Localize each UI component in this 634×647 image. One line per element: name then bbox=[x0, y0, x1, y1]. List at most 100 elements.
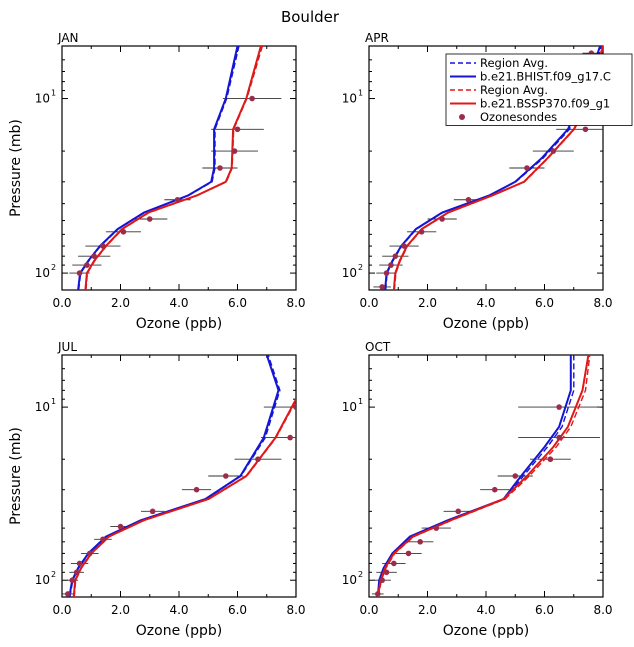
plot-area bbox=[69, 46, 282, 290]
panel-label: APR bbox=[365, 31, 389, 45]
series-line-region-avg bbox=[73, 400, 296, 597]
legend-item: Region Avg. bbox=[450, 83, 548, 97]
series-line-region-avg bbox=[393, 46, 603, 290]
x-axis-label: Ozone (ppb) bbox=[443, 623, 529, 639]
sonde-point bbox=[418, 228, 425, 235]
sonde-point bbox=[524, 165, 530, 171]
legend-label: b.e21.BHIST.f09_g17.C bbox=[480, 70, 611, 84]
sonde-point bbox=[491, 486, 498, 493]
series-line-model bbox=[72, 398, 296, 597]
sonde-point bbox=[117, 523, 124, 530]
sonde-point bbox=[547, 456, 554, 463]
y-tick-exponent: 1 bbox=[51, 397, 56, 406]
sonde-point bbox=[91, 253, 97, 259]
sonde-point bbox=[86, 550, 93, 557]
legend-item: b.e21.BSSP370.f09_g1 bbox=[450, 97, 610, 111]
sonde-point bbox=[234, 126, 241, 133]
sonde-point bbox=[76, 270, 83, 276]
sonde-point bbox=[391, 560, 397, 567]
x-tick-label: 4.0 bbox=[476, 603, 495, 617]
panel-label: JUL bbox=[57, 340, 77, 354]
sonde-point bbox=[149, 508, 156, 515]
legend-item: Region Avg. bbox=[450, 56, 548, 70]
sonde-point bbox=[217, 165, 223, 171]
sonde-point bbox=[556, 434, 562, 441]
plot-frame bbox=[61, 45, 297, 291]
y-axis-label: Pressure (mb) bbox=[8, 119, 24, 217]
sonde-point bbox=[255, 456, 261, 463]
series-line-region-avg bbox=[377, 355, 575, 597]
sonde-point bbox=[374, 591, 381, 597]
y-tick-label: 10 bbox=[35, 92, 50, 106]
y-tick-exponent: 1 bbox=[358, 397, 363, 406]
y-tick-exponent: 1 bbox=[51, 89, 56, 98]
sonde-point bbox=[65, 591, 71, 597]
sonde-point bbox=[388, 262, 394, 268]
sonde-point bbox=[455, 508, 462, 515]
panel-label: JAN bbox=[57, 31, 79, 45]
sonde-point bbox=[84, 262, 90, 268]
plot-frame bbox=[368, 354, 604, 598]
sonde-point bbox=[417, 539, 423, 545]
sonde-point bbox=[556, 404, 562, 410]
x-tick-label: 2.0 bbox=[111, 603, 130, 617]
sonde-point bbox=[383, 569, 390, 576]
sonde-point bbox=[249, 95, 255, 102]
series-line-model bbox=[376, 355, 572, 597]
x-tick-label: 0.0 bbox=[52, 603, 71, 617]
sonde-point bbox=[392, 253, 399, 259]
sonde-point bbox=[193, 486, 200, 493]
y-tick-exponent: 1 bbox=[358, 89, 363, 98]
x-tick-label: 4.0 bbox=[169, 296, 188, 310]
legend-item: Ozonesondes bbox=[459, 110, 557, 124]
sonde-point bbox=[293, 404, 296, 410]
sonde-point bbox=[100, 536, 106, 543]
x-axis-label: Ozone (ppb) bbox=[443, 316, 529, 332]
sonde-point bbox=[76, 560, 83, 567]
sonde-point bbox=[401, 243, 407, 249]
y-tick-label: 10 bbox=[35, 400, 50, 414]
sonde-point bbox=[512, 473, 519, 479]
y-tick-label: 10 bbox=[342, 92, 357, 106]
x-tick-label: 8.0 bbox=[286, 296, 305, 310]
y-axis-label: Pressure (mb) bbox=[8, 427, 24, 525]
sonde-point bbox=[405, 550, 412, 557]
legend-item: b.e21.BHIST.f09_g17.C bbox=[450, 70, 611, 84]
sonde-point bbox=[383, 270, 390, 276]
plot-area bbox=[62, 355, 296, 597]
sonde-point bbox=[120, 228, 127, 235]
series-line-region-avg bbox=[85, 46, 264, 290]
sonde-point bbox=[69, 577, 76, 584]
series-line-model bbox=[77, 46, 239, 290]
sonde-point bbox=[223, 473, 229, 479]
plot-area bbox=[371, 355, 601, 597]
y-tick-label: 10 bbox=[342, 573, 357, 587]
sonde-point bbox=[465, 196, 472, 203]
legend-box bbox=[445, 53, 633, 126]
x-tick-label: 4.0 bbox=[169, 603, 188, 617]
x-tick-label: 6.0 bbox=[228, 296, 247, 310]
y-tick-exponent: 2 bbox=[51, 570, 56, 579]
sonde-point bbox=[231, 148, 238, 154]
sonde-point bbox=[146, 216, 153, 222]
sonde-point bbox=[582, 126, 589, 133]
x-tick-label: 2.0 bbox=[418, 296, 437, 310]
y-tick-exponent: 2 bbox=[358, 570, 363, 579]
sonde-point bbox=[100, 243, 106, 249]
x-tick-label: 0.0 bbox=[359, 603, 378, 617]
sonde-point bbox=[433, 525, 440, 531]
x-tick-label: 8.0 bbox=[593, 603, 612, 617]
x-tick-label: 0.0 bbox=[52, 296, 71, 310]
sonde-point bbox=[379, 284, 385, 290]
y-tick-label: 10 bbox=[342, 266, 357, 280]
x-tick-label: 2.0 bbox=[111, 296, 130, 310]
panel-label: OCT bbox=[365, 340, 391, 354]
legend-label: Ozonesondes bbox=[480, 110, 557, 124]
legend-marker bbox=[459, 114, 465, 120]
x-axis-label: Ozone (ppb) bbox=[136, 316, 222, 332]
sonde-point bbox=[439, 216, 445, 222]
